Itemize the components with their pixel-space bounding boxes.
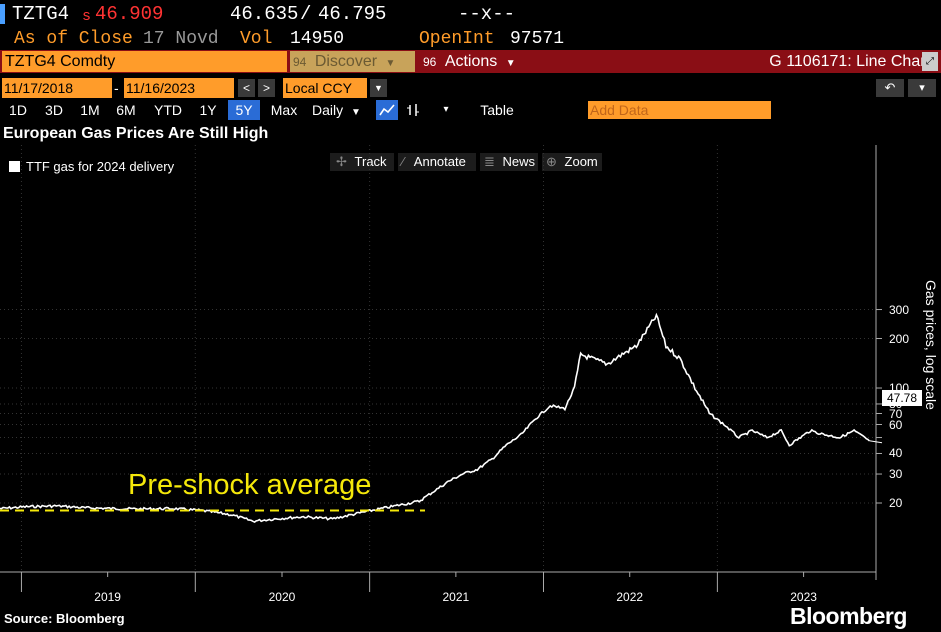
last-value-connector [869,440,883,444]
quote-header: TZTG4 s 46.909 46.635 / 46.795 --x-- [0,0,941,28]
x-tick-label: 2020 [268,590,296,604]
chevron-down-icon: ▼ [505,58,516,69]
chevron-down-icon[interactable]: ▼ [370,79,387,97]
track-button[interactable]: ✢ Track [330,153,394,171]
end-date-input[interactable]: 11/16/2023 [124,78,234,98]
x-tick-label: 2023 [790,590,817,604]
x-tick-label: 2022 [616,590,644,604]
news-icon: ≣ [484,154,495,169]
ticker-marker [0,4,5,24]
as-of-label: As of Close [14,29,133,49]
series-line-ttf-2024 [0,312,870,524]
discover-label: Discover [314,53,378,70]
next-arrow-icon[interactable]: > [258,79,275,97]
open-interest-label: OpenInt [419,29,495,49]
bloomberg-logo: Bloomberg [790,603,907,629]
price-prefix: s [82,8,92,25]
news-button[interactable]: ≣ News [480,153,538,171]
actions-button[interactable]: 96 Actions ▼ [420,51,535,72]
bid-price: 46.635 [230,3,299,25]
y-tick-label: 70 [889,406,903,421]
pencil-icon: ⁄ [402,154,405,169]
as-of-date: 17 Novd [143,29,219,49]
y-tick-label: 20 [889,496,903,510]
annotate-label: Annotate [413,154,466,169]
chevron-down-icon[interactable]: ▾ [908,79,936,97]
volume-value: 14950 [290,29,345,49]
currency-select[interactable]: Local CCY [283,78,367,98]
date-dash: - [114,80,119,96]
bar-chart-icon[interactable] [402,100,424,120]
y-tick-label: 300 [889,302,910,317]
zoom-button[interactable]: ⊕ Zoom [542,153,602,171]
source-note: Source: Bloomberg [4,611,125,626]
undo-icon[interactable]: ↶ [876,79,904,97]
add-data-placeholder: Add Data [590,102,649,118]
ticker-symbol: TZTG4 [12,3,70,25]
last-price: 46.909 [95,3,164,25]
chart-title: European Gas Prices Are Still High [3,125,269,142]
zoom-icon: ⊕ [546,154,557,169]
y-tick-label: 60 [889,417,903,432]
legend-swatch [9,161,20,172]
bid-ask-separator: / [300,3,312,25]
date-range-bar: 11/17/2018 - 11/16/2023 < > Local CCY ▼ … [0,78,941,98]
zoom-label: Zoom [564,154,598,169]
y-tick-label: 30 [889,467,903,482]
annotate-button[interactable]: ⁄ Annotate [398,153,476,171]
period-1m[interactable]: 1M [80,102,100,118]
prev-arrow-icon[interactable]: < [238,79,255,97]
chart-id-label: G 1106171: Line Chart [769,53,930,70]
ask-price: 46.795 [318,3,387,25]
chevron-down-icon: ▼ [351,107,361,118]
frequency-select[interactable]: Daily ▼ [306,100,376,120]
legend-label: TTF gas for 2024 delivery [26,159,175,174]
x-tick-label: 2019 [94,590,121,604]
security-field[interactable]: TZTG4 Comdty [2,51,287,72]
y-tick-label: 40 [889,446,903,461]
chevron-down-icon: ▼ [385,58,396,69]
period-1d[interactable]: 1D [9,102,27,118]
period-ytd[interactable]: YTD [154,102,182,118]
period-bar: 1D 3D 1M 6M YTD 1Y 5Y Max Daily ▼ ▾ Tabl… [0,100,941,120]
expand-icon[interactable]: ⤢ [922,52,938,71]
period-1y[interactable]: 1Y [199,102,217,118]
price-chart[interactable] [0,145,941,600]
price-change: --x-- [458,3,516,25]
discover-number: 94 [293,55,307,69]
table-button[interactable]: Table [480,102,514,118]
news-label: News [502,154,536,169]
line-chart-icon[interactable] [376,100,398,120]
pre-shock-annotation: Pre-shock average [128,469,372,501]
track-label: Track [354,154,387,169]
crosshair-icon: ✢ [336,154,347,169]
period-3d[interactable]: 3D [45,102,63,118]
actions-number: 96 [423,55,437,69]
last-value-badge: 47.78 [882,390,922,406]
x-tick-label: 2021 [442,590,470,604]
period-6m[interactable]: 6M [116,102,136,118]
y-tick-label: 200 [889,331,910,346]
chevron-down-icon[interactable]: ▾ [443,104,449,115]
actions-label: Actions [444,53,498,70]
y-axis-title: Gas prices, log scale [923,280,939,410]
period-5y[interactable]: 5Y [228,100,260,120]
add-data-input[interactable]: Add Data [588,101,771,119]
volume-label: Vol [240,29,273,49]
discover-button[interactable]: 94 Discover ▼ [290,51,415,72]
start-date-input[interactable]: 11/17/2018 [2,78,112,98]
command-bar: TZTG4 Comdty 94 Discover ▼ 96 Actions ▼ … [0,50,941,73]
period-max[interactable]: Max [270,102,298,118]
open-interest-value: 97571 [510,29,565,49]
frequency-label: Daily [312,102,344,118]
security-field-text: TZTG4 Comdty [5,53,116,70]
